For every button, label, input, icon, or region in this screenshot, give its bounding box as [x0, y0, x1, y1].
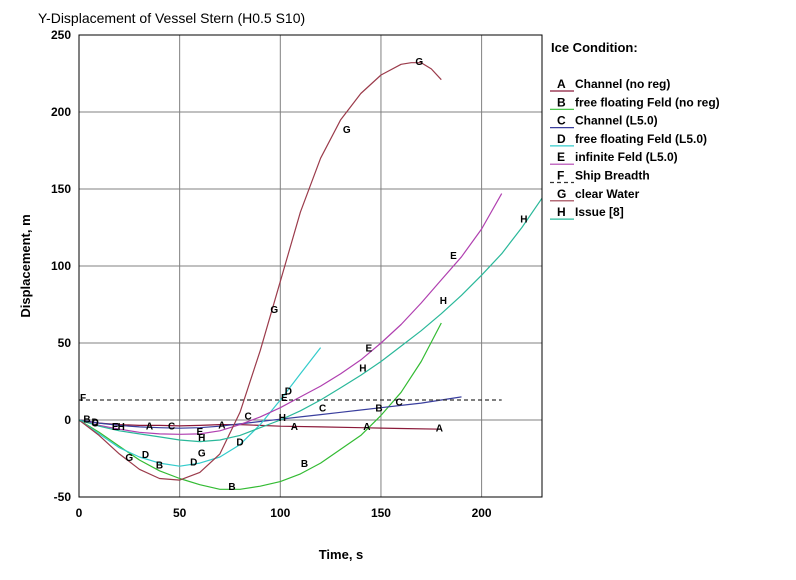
series-line-b — [78, 322, 442, 490]
y-tick-label: -50 — [54, 490, 72, 504]
legend-label-b: free floating Feld (no reg) — [575, 95, 720, 109]
series-marker-b: B — [83, 414, 90, 425]
series-marker-h: H — [118, 422, 125, 433]
legend-marker-b: B — [557, 95, 566, 109]
series-marker-a: A — [146, 421, 153, 432]
series-line-h — [78, 197, 543, 443]
legend-label-a: Channel (no reg) — [575, 77, 670, 91]
series-line-e — [78, 193, 503, 435]
legend-label-f: Ship Breadth — [575, 169, 650, 183]
legend-label-g: clear Water — [575, 187, 640, 201]
series-line-a — [78, 419, 442, 430]
series-marker-c: C — [319, 404, 326, 415]
series-marker-b: B — [375, 404, 382, 415]
series-marker-d: D — [236, 438, 243, 449]
y-tick-label: 250 — [51, 28, 71, 42]
series-marker-c: C — [244, 411, 251, 422]
legend-marker-h: H — [557, 205, 566, 219]
x-tick-label: 150 — [371, 506, 391, 520]
legend-label-d: free floating Feld (L5.0) — [575, 132, 707, 146]
series-marker-e: E — [196, 427, 203, 438]
series-marker-g: G — [198, 448, 206, 459]
series-marker-c: C — [395, 398, 402, 409]
series-line-c — [78, 396, 462, 429]
y-axis-label: Displacement, m — [18, 214, 33, 317]
y-tick-label: 200 — [51, 105, 71, 119]
series-marker-h: H — [279, 413, 286, 424]
legend-marker-e: E — [557, 150, 565, 164]
series-marker-g: G — [270, 305, 278, 316]
series-marker-h: H — [440, 296, 447, 307]
series-marker-g: G — [125, 453, 133, 464]
series-marker-c: C — [91, 418, 98, 429]
x-axis-label: Time, s — [319, 547, 364, 562]
series-marker-a: A — [218, 421, 225, 432]
series-marker-d: D — [285, 387, 292, 398]
series-marker-g: G — [415, 57, 423, 68]
legend-label-c: Channel (L5.0) — [575, 114, 658, 128]
series-marker-d: D — [91, 418, 98, 429]
series-marker-h: H — [359, 364, 366, 375]
legend-marker-g: G — [557, 187, 566, 201]
series-marker-e: E — [450, 251, 457, 262]
y-tick-label: 50 — [58, 336, 72, 350]
legend-label-e: infinite Feld (L5.0) — [575, 150, 678, 164]
chart-title: Y-Displacement of Vessel Stern (H0.5 S10… — [38, 10, 305, 26]
legend-marker-d: D — [557, 132, 566, 146]
series-marker-f: F — [80, 393, 86, 404]
x-tick-label: 0 — [76, 506, 83, 520]
series-line-d — [78, 347, 322, 467]
y-tick-label: 0 — [64, 413, 71, 427]
series-marker-b: B — [156, 461, 163, 472]
series-marker-h: H — [198, 433, 205, 444]
x-tick-label: 200 — [472, 506, 492, 520]
tick-labels: 0 50 100 150 200 -50 0 50 100 150 200 250 — [51, 28, 492, 520]
x-tick-label: 100 — [270, 506, 290, 520]
y-tick-label: 150 — [51, 182, 71, 196]
series-marker-b: B — [228, 482, 235, 493]
legend-label-h: Issue [8] — [575, 205, 624, 219]
series-marker-a: A — [363, 422, 370, 433]
series-marker-a: A — [436, 424, 443, 435]
y-tick-label: 100 — [51, 259, 71, 273]
legend-title: Ice Condition: — [551, 40, 638, 55]
series-marker-b: B — [301, 459, 308, 470]
series-marker-c: C — [168, 421, 175, 432]
legend-marker-a: A — [557, 77, 566, 91]
x-tick-label: 50 — [173, 506, 187, 520]
series-lines — [78, 62, 543, 490]
legend-marker-f: F — [557, 169, 564, 183]
plot-frame — [78, 34, 543, 498]
series-marker-d: D — [190, 458, 197, 469]
series-marker-e: E — [366, 344, 373, 355]
legend: Ice Condition: A Channel (no reg) B free fl… — [550, 40, 720, 220]
series-marker-e: E — [112, 422, 119, 433]
series-marker-d: D — [142, 450, 149, 461]
legend-marker-c: C — [557, 114, 566, 128]
series-marker-a: A — [291, 422, 298, 433]
series-marker-g: G — [343, 125, 351, 136]
series-line-g — [78, 62, 442, 481]
series-marker-e: E — [281, 393, 288, 404]
series-marker-h: H — [520, 214, 527, 225]
